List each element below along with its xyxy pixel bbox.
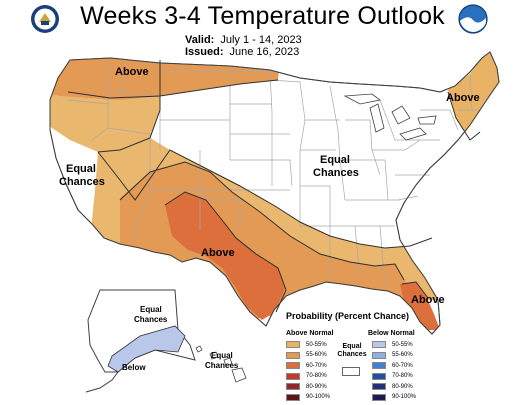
label-northeast-above: Above — [446, 92, 480, 104]
legend-below-row: 50-55% — [372, 341, 413, 348]
legend-above-swatch — [286, 372, 300, 380]
legend-below-row: 55-60% — [372, 351, 413, 359]
label-alaska-below: Below — [122, 363, 146, 372]
legend-below-label: 90-100% — [392, 394, 417, 400]
legend-below-swatch — [372, 393, 386, 401]
legend-above-row: 55-60% — [286, 351, 327, 359]
issued-label: Issued: — [185, 46, 224, 58]
label-central-equal-2: Chances — [313, 167, 359, 179]
legend-above-row: 80-90% — [286, 383, 327, 390]
legend-below-swatch — [372, 372, 386, 380]
probability-contours — [67, 60, 481, 313]
legend-below-swatch — [372, 362, 386, 369]
label-central-equal-1: Equal — [320, 154, 350, 166]
label-alaska-equal-2: Chances — [134, 315, 168, 324]
map-title: Weeks 3-4 Temperature Outlook — [80, 2, 445, 30]
legend-above-row: 90-100% — [286, 393, 331, 401]
legend-below-row: 90-100% — [372, 393, 417, 401]
legend-above-label: 55-60% — [306, 352, 327, 358]
legend-above-label: 60-70% — [306, 362, 327, 369]
great-lakes — [343, 93, 437, 141]
alaska-region — [85, 289, 196, 393]
label-hawaii-equal-1: Equal — [211, 351, 233, 360]
legend-above-swatch — [286, 341, 300, 348]
legend-above-heading: Above Normal — [286, 330, 334, 337]
florida-above-60-70-region — [400, 282, 440, 330]
issued-date: Issued: June 16, 2023 — [185, 46, 299, 58]
legend-below-label: 70-80% — [392, 373, 413, 379]
legend-below-swatch — [372, 341, 386, 348]
noaa-logo-icon — [458, 4, 488, 34]
legend-below-row: 60-70% — [372, 362, 413, 369]
legend-equal-label-2: Chances — [337, 351, 367, 358]
legend-below-heading: Below Normal — [368, 330, 415, 337]
legend-above-label: 70-80% — [306, 373, 327, 379]
legend-below-row: 80-90% — [372, 383, 413, 390]
legend-above-row: 50-55% — [286, 341, 327, 348]
state-borders — [67, 60, 480, 287]
legend-below-swatch — [372, 351, 386, 359]
texas-above-60-70-region — [165, 192, 285, 320]
legend-below-label: 55-60% — [392, 352, 413, 358]
valid-dates: Valid: July 1 - 14, 2023 — [185, 34, 302, 46]
label-florida-above: Above — [411, 294, 445, 306]
legend-title: Probability (Percent Chance) — [286, 311, 410, 321]
hawaii-region — [195, 345, 247, 383]
legend-above-swatch — [286, 351, 300, 359]
legend-below-label: 60-70% — [392, 362, 413, 369]
legend-above-swatch — [286, 383, 300, 390]
label-south-above: Above — [201, 247, 235, 259]
legend-below-row: 70-80% — [372, 372, 413, 380]
valid-value: July 1 - 14, 2023 — [220, 34, 302, 46]
legend-above-row: 70-80% — [286, 372, 327, 380]
label-alaska-equal-1: Equal — [140, 305, 162, 314]
label-west-equal-1: Equal — [66, 163, 96, 175]
legend-equal-swatch — [342, 367, 360, 376]
doc-seal-icon — [31, 5, 59, 33]
legend-equal-label-1: Equal — [342, 343, 362, 350]
label-northwest-above: Above — [115, 66, 149, 78]
legend-above-swatch — [286, 362, 300, 369]
legend-below-label: 50-55% — [392, 341, 413, 348]
legend-below-swatch — [372, 383, 386, 390]
issued-value: June 16, 2023 — [229, 46, 300, 58]
legend-above-swatch — [286, 393, 300, 401]
legend-above-label: 80-90% — [306, 383, 327, 390]
legend-above-label: 50-55% — [306, 341, 327, 348]
label-west-equal-2: Chances — [59, 176, 105, 188]
legend-above-label: 90-100% — [306, 394, 331, 400]
valid-label: Valid: — [185, 34, 215, 46]
legend-above-row: 60-70% — [286, 362, 327, 369]
legend-below-label: 80-90% — [392, 383, 413, 390]
legend-equal-label: Equal Chances — [337, 343, 367, 359]
label-hawaii-equal-2: Chances — [205, 361, 239, 370]
